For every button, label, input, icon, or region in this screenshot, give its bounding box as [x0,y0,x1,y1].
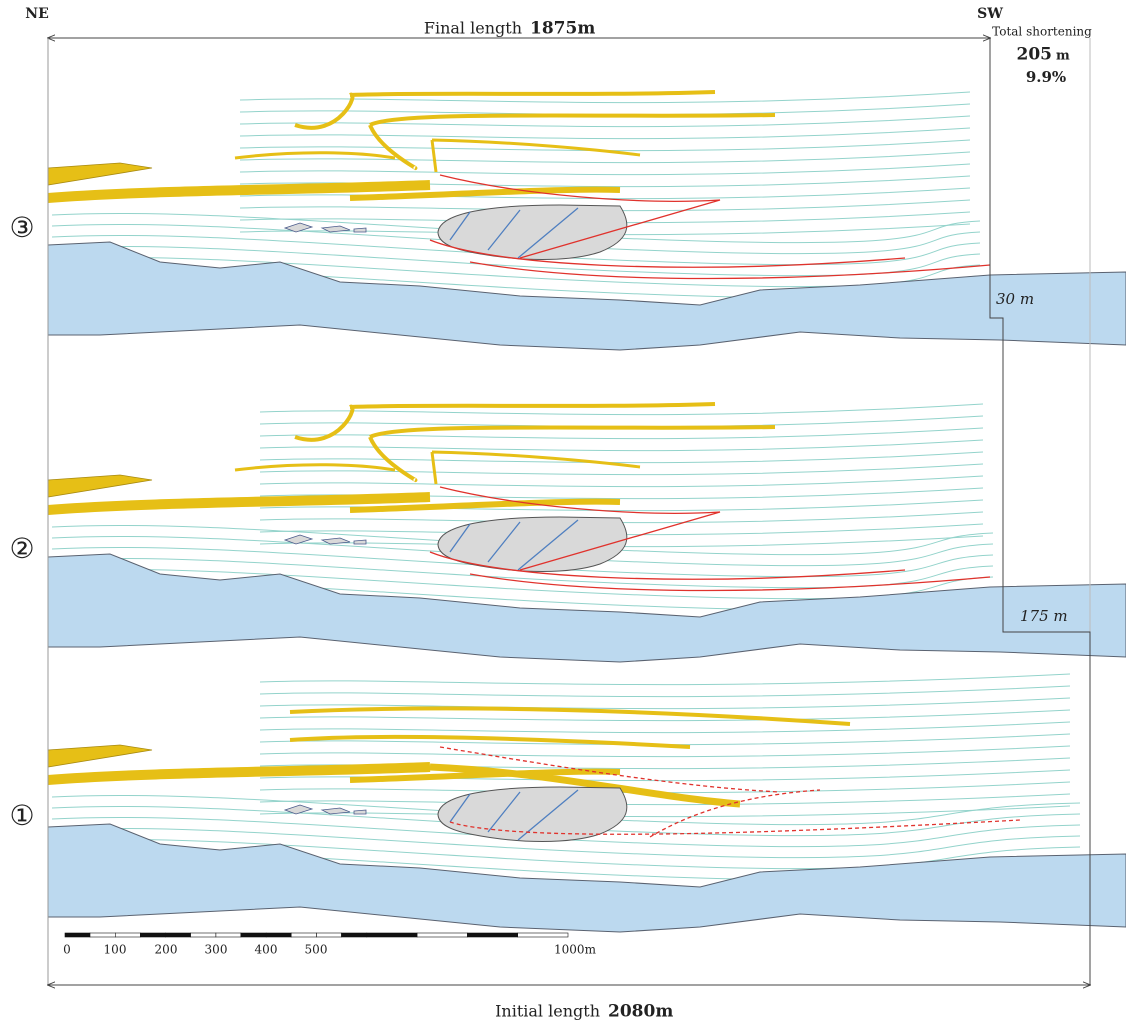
scale-segment [467,933,517,937]
scale-segment [216,933,241,937]
yellow-layer [48,475,152,497]
scale-label: 1000m [554,943,597,957]
scale-segment [342,933,367,937]
rock-body [438,205,627,260]
yellow-layer [235,140,640,172]
yellow-layer [235,452,640,484]
offset-label: 175 m [1020,607,1068,625]
scale-segment [317,933,342,937]
scale-label: 200 [155,943,178,957]
scale-segment [115,933,140,937]
yellow-layer [295,404,715,440]
stratum-line [260,722,1070,733]
panels [48,92,1126,932]
scale-label: 100 [104,943,127,957]
stage-label: ① [9,799,34,832]
frame-lines [48,38,1090,985]
initial-length-label: Initial length [495,1002,600,1021]
direction-label: SW [977,6,1003,22]
yellow-layer [48,745,152,767]
scale-label: 400 [255,943,278,957]
rock-body [438,517,627,572]
panel [48,404,1126,662]
panel [48,92,1126,350]
scale-segment [291,933,316,937]
stratum-line [240,140,970,151]
cross-section-diagram: 0 100 200 300 400 500 1000m NE SW Final length… [0,0,1126,1027]
stratum-line [260,452,983,463]
final-length-value: 1875m [530,19,595,39]
yellow-layer [48,163,152,185]
yellow-layer [290,708,850,724]
scale-segment [191,933,216,937]
shortening-percent: 9.9% [1026,68,1066,86]
stage-label: ② [9,532,34,565]
scale-segment [266,933,291,937]
yellow-layer [290,737,690,747]
stage-label: ③ [9,211,34,244]
stratum-line [260,440,983,451]
shortening-unit: m [1056,49,1070,64]
yellow-layer [295,92,715,128]
scale-segment [241,933,266,937]
stratum-line [260,806,1070,817]
scale-label: 0 [63,943,71,957]
scale-segment [417,933,467,937]
stratum-line [260,674,1070,685]
stratum-line [240,128,970,139]
scale-segment [65,933,90,937]
scale-segment [367,933,417,937]
stratum-line [260,416,983,427]
scale-segment [90,933,115,937]
scale-label: 300 [205,943,228,957]
initial-length-value: 2080m [608,1002,673,1022]
scale-segment [140,933,165,937]
final-length-label: Final length [424,19,522,38]
scale-segment [518,933,568,937]
scale-segment [166,933,191,937]
shortening-steps [990,38,1090,985]
scale-label: 500 [305,943,328,957]
direction-label: NE [25,6,48,22]
stratum-line [260,782,1070,793]
stratum-line [260,686,1070,697]
scale-bar: 0 100 200 300 400 500 1000m [63,933,596,957]
stratum-line [240,164,970,175]
shortening-value: 205 [1017,45,1053,65]
panel [48,674,1126,932]
rock-body [438,787,627,842]
offset-label: 30 m [996,290,1034,308]
stratum-line [260,476,983,487]
shortening-label: Total shortening [992,25,1092,39]
